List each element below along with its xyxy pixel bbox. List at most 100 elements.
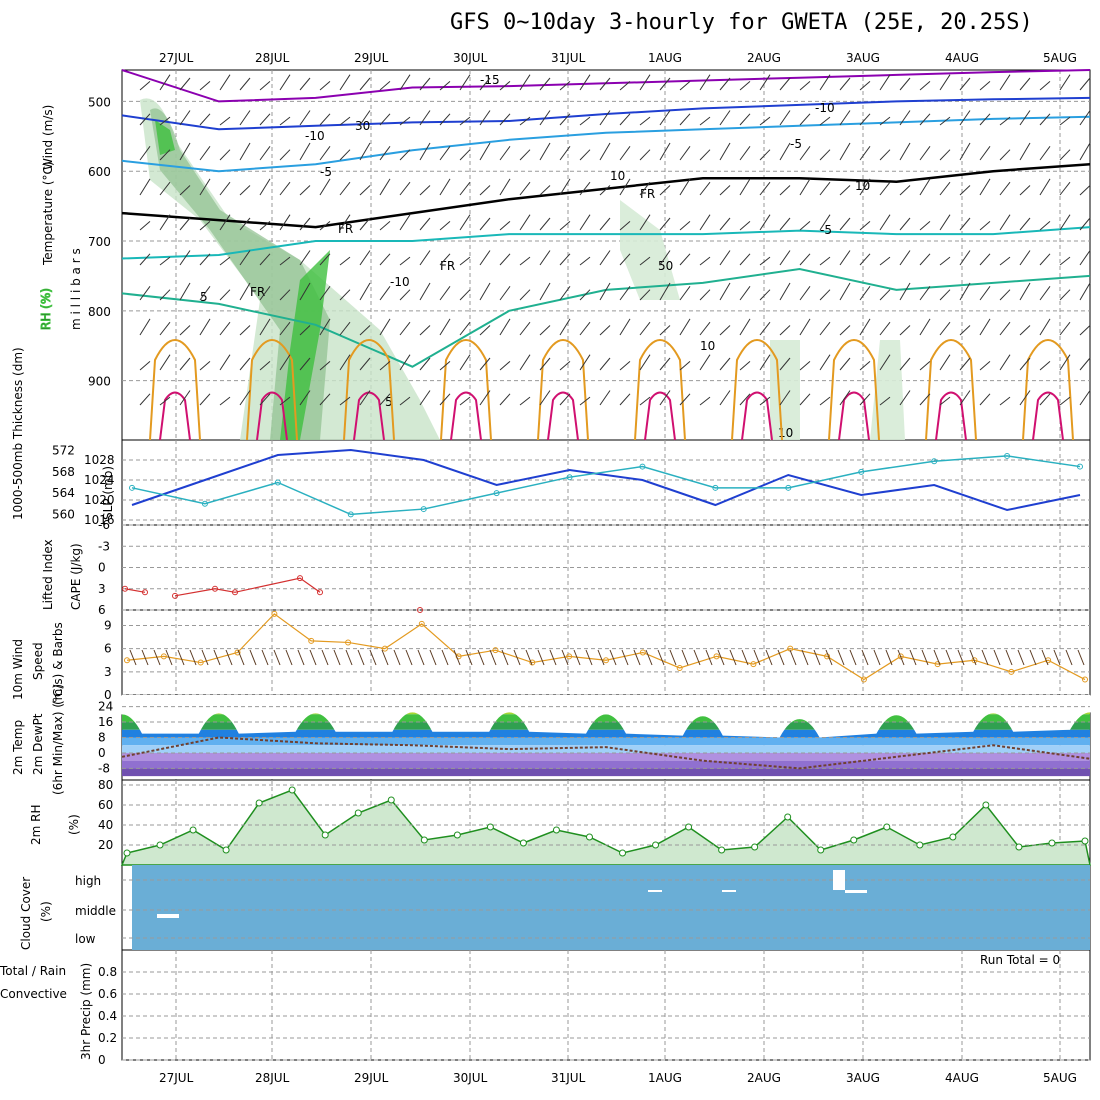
wind-barb (739, 146, 751, 161)
surface-wind-barb (501, 649, 509, 666)
temp-tick-label: 16 (98, 715, 113, 729)
wind-barb (159, 289, 171, 301)
pressure-tick-label: 800 (88, 305, 111, 319)
wind-barb (1039, 178, 1051, 196)
wind-barb (1039, 360, 1051, 371)
wind-barb (679, 360, 691, 371)
wind-barb (819, 116, 831, 126)
hot-isotherm (935, 391, 967, 441)
wind-barb (879, 354, 891, 371)
wind-barb (979, 393, 991, 406)
surface-wind-barb (873, 649, 881, 666)
cloud-tick-label: low (75, 932, 96, 946)
contour-label: 5 (385, 395, 393, 409)
wind-barb (579, 214, 591, 231)
wind-barb (579, 74, 591, 91)
wind-barb (679, 178, 691, 196)
wind-barb (599, 357, 611, 371)
wind-barb (639, 321, 651, 336)
wind-tick-label: 6 (104, 642, 112, 656)
wind-barb (819, 74, 831, 91)
surface-wind-barb (561, 649, 569, 666)
wind-barb (419, 357, 431, 371)
surface-wind-barb (657, 649, 665, 666)
wind-barb (259, 220, 271, 231)
wind-barb (859, 113, 871, 126)
wind-barb (299, 282, 311, 301)
wind-barb (939, 289, 951, 301)
wind-barb (339, 74, 351, 91)
rh-point (850, 836, 858, 844)
bottom-date-label: 30JUL (453, 1071, 488, 1085)
thickness-point (201, 500, 208, 507)
rh-point (453, 831, 461, 839)
warm-isotherm (1022, 339, 1074, 441)
rh-tick-label: 20 (98, 838, 113, 852)
wind-barb (839, 185, 851, 196)
wind-barb (759, 354, 771, 371)
top-date-label: 31JUL (551, 51, 586, 65)
wind-barb (239, 142, 251, 161)
wind-barb (799, 146, 811, 161)
wind-barb (539, 390, 551, 406)
rh2m-axis-label: 2m RH (29, 805, 43, 846)
panel-frame-3 (121, 609, 1091, 696)
wind-barb (979, 286, 991, 301)
surface-wind-barb (285, 649, 293, 666)
slp-tick-label: 1016 (84, 513, 115, 527)
wind-barb (259, 360, 271, 371)
bottom-date-label: 27JUL (159, 1071, 194, 1085)
wind-barb (859, 360, 871, 371)
wind-barb (1079, 357, 1091, 371)
wind-barb (479, 77, 491, 91)
wind-barb (559, 220, 571, 231)
cloud-gap (722, 890, 736, 892)
wind-barb (1019, 325, 1031, 336)
cloud-pct-label: (%) (39, 901, 53, 922)
wind-barb (439, 253, 451, 266)
wind-barb (359, 185, 371, 196)
precip-tick-label: 0.6 (98, 987, 117, 1001)
wind-barb (579, 256, 591, 266)
rh-point (883, 823, 891, 831)
wind-barb (599, 282, 611, 301)
surface-wind-barb (573, 649, 581, 666)
pressure-tick-label: 700 (88, 235, 111, 249)
wind-barb (1039, 80, 1051, 91)
rh-point (255, 799, 263, 807)
wind-barb (319, 178, 331, 196)
wind-barb (259, 113, 271, 126)
top-date-label: 5AUG (1043, 51, 1077, 65)
wind-barb (659, 282, 671, 301)
cloud-gap (833, 870, 845, 890)
surface-wind-barb (1077, 649, 1085, 666)
wind-barb (439, 80, 451, 91)
t2m-axis-label: 2m Temp (11, 720, 25, 775)
wind-barb (799, 253, 811, 266)
surface-wind-barb (981, 649, 989, 666)
wind-barb (259, 253, 271, 266)
wind-barb (379, 113, 391, 126)
wind-axis-label: Wind (m/s) (41, 105, 55, 170)
rh-point (718, 846, 726, 854)
wind-barb (1019, 217, 1031, 231)
wind-barb (499, 178, 511, 196)
wind-barb (679, 318, 691, 336)
wind-barb (139, 178, 151, 196)
panel-frame-1 (121, 439, 1091, 526)
wind-barb (759, 181, 771, 196)
contour-label: -5 (320, 165, 332, 179)
wind-barb (519, 181, 531, 196)
wind-barb (299, 185, 311, 196)
wind-barb (839, 357, 851, 371)
surface-wind-barb (297, 649, 305, 666)
contour-label: FR (338, 222, 353, 236)
warm-isotherm (440, 339, 492, 441)
wind-barb (1019, 282, 1031, 301)
rh-point (982, 801, 990, 809)
surface-wind-barb (417, 649, 425, 666)
wind-barb (879, 149, 891, 161)
wind-barb (879, 116, 891, 126)
wind-barb (259, 318, 271, 336)
temp-band (122, 760, 1090, 769)
